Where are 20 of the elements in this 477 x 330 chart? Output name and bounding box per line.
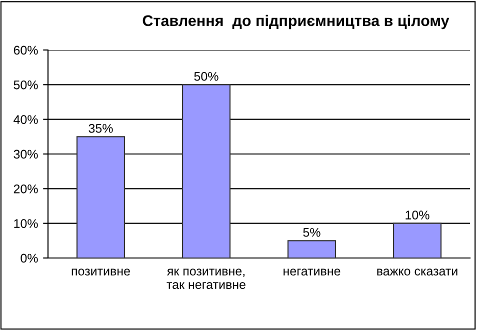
y-tick-label: 50% [14,80,38,90]
bar [76,136,126,258]
y-tick-label: 40% [14,115,38,124]
y-tick-label: 0% [20,254,38,263]
y-tick-label: 30% [14,150,38,159]
y-tick-label: 20% [14,184,38,194]
x-tick-label: важко сказати [377,268,458,276]
x-tick-label: як позитивне, так негативне [166,268,246,289]
data-label: 35% [88,124,113,133]
data-label: 50% [194,72,218,81]
data-label: 10% [406,210,430,220]
data-label: 5% [303,228,320,237]
bar [182,84,231,258]
bar [392,222,442,258]
x-tick-label: позитивне [72,268,130,276]
bar [287,240,336,258]
y-tick-label: 60% [14,46,38,55]
y-tick-label: 10% [14,219,38,228]
chart-title: Ставлення до підприємництва в цілому [142,14,450,30]
x-tick-label: негативне [284,268,340,276]
